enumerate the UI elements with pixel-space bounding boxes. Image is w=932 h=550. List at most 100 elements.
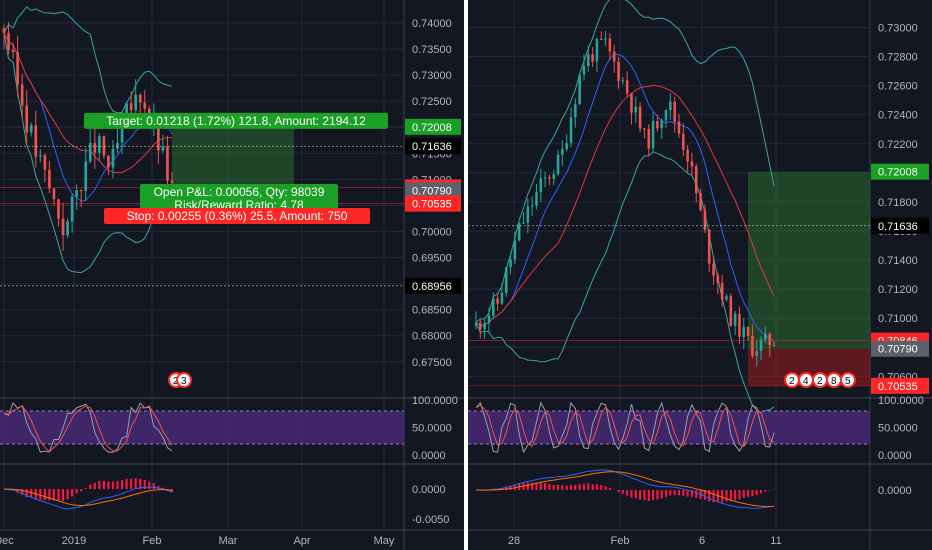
candle-body[interactable] <box>496 298 499 304</box>
candle-body[interactable] <box>591 54 594 62</box>
candle-body[interactable] <box>66 221 69 236</box>
candle-body[interactable] <box>79 190 83 192</box>
candle-body[interactable] <box>673 101 676 122</box>
target-zone[interactable] <box>748 171 870 349</box>
candle-body[interactable] <box>474 322 478 326</box>
candle-body[interactable] <box>513 240 517 260</box>
candle-body[interactable] <box>552 174 556 179</box>
candle-body[interactable] <box>768 333 771 346</box>
candle-body[interactable] <box>84 161 88 191</box>
candle-body[interactable] <box>483 322 486 330</box>
candle-body[interactable] <box>517 222 521 241</box>
candle-body[interactable] <box>643 128 646 130</box>
candle-body[interactable] <box>111 148 115 168</box>
candle-body[interactable] <box>647 128 651 149</box>
candle-body[interactable] <box>759 339 763 352</box>
candle-body[interactable] <box>129 103 133 111</box>
candle-body[interactable] <box>621 80 625 82</box>
candle-body[interactable] <box>134 94 138 111</box>
candle-body[interactable] <box>2 28 6 34</box>
candle-body[interactable] <box>699 193 702 211</box>
candle-body[interactable] <box>755 351 759 357</box>
candle-body[interactable] <box>617 61 620 81</box>
candle-body[interactable] <box>530 205 534 207</box>
candle-body[interactable] <box>57 199 60 219</box>
candle-body[interactable] <box>712 263 715 276</box>
candle-body[interactable] <box>107 155 110 168</box>
candle-body[interactable] <box>608 38 612 52</box>
candle-body[interactable] <box>61 218 65 236</box>
candle-body[interactable] <box>694 166 698 194</box>
candle-body[interactable] <box>43 155 47 170</box>
candle-body[interactable] <box>535 192 538 206</box>
candle-body[interactable] <box>7 33 10 51</box>
candle-body[interactable] <box>703 210 707 230</box>
right-chart-panel[interactable]: 0.73000 0.72800 0.72600 0.72400 0.72200 0.720… <box>468 0 932 550</box>
target-zone[interactable] <box>172 126 294 191</box>
candle-body[interactable] <box>751 336 754 357</box>
candle-body[interactable] <box>161 146 165 151</box>
candle-body[interactable] <box>612 51 616 62</box>
candle-body[interactable] <box>116 142 119 149</box>
candle-body[interactable] <box>630 93 633 113</box>
candle-body[interactable] <box>725 296 728 300</box>
candle-body[interactable] <box>716 275 720 284</box>
candle-body[interactable] <box>543 177 547 179</box>
open-pnl-bg[interactable] <box>140 184 338 214</box>
candle-body[interactable] <box>70 196 74 222</box>
candle-body[interactable] <box>170 180 174 183</box>
candle-body[interactable] <box>526 206 530 223</box>
candle-body[interactable] <box>487 315 491 323</box>
candle-body[interactable] <box>604 38 607 40</box>
stop-label-bg[interactable] <box>104 208 370 224</box>
candle-body[interactable] <box>651 121 655 149</box>
candle-body[interactable] <box>491 298 495 316</box>
candle-body[interactable] <box>569 117 573 144</box>
candle-body[interactable] <box>746 326 750 337</box>
candle-body[interactable] <box>504 267 508 293</box>
candle-body[interactable] <box>772 345 776 347</box>
candle-body[interactable] <box>656 121 659 129</box>
candle-body[interactable] <box>11 50 15 53</box>
candle-body[interactable] <box>578 74 581 105</box>
candle-body[interactable] <box>638 106 642 129</box>
candle-body[interactable] <box>733 313 737 326</box>
economic-event-icon[interactable] <box>176 372 192 388</box>
panel-divider[interactable] <box>464 0 468 550</box>
candle-body[interactable] <box>548 177 551 179</box>
candle-body[interactable] <box>764 333 767 340</box>
candle-body[interactable] <box>143 102 147 109</box>
candle-body[interactable] <box>720 283 724 300</box>
candle-body[interactable] <box>16 52 19 85</box>
candle-body[interactable] <box>52 188 56 200</box>
candle-body[interactable] <box>479 322 482 330</box>
candle-body[interactable] <box>690 161 694 167</box>
candle-body[interactable] <box>88 143 92 162</box>
candle-body[interactable] <box>634 106 638 113</box>
candle-body[interactable] <box>669 101 672 111</box>
candle-body[interactable] <box>587 54 590 67</box>
candle-body[interactable] <box>138 94 142 103</box>
candle-body[interactable] <box>556 154 560 175</box>
candle-body[interactable] <box>625 80 629 94</box>
candle-body[interactable] <box>93 143 97 153</box>
candle-body[interactable] <box>682 133 685 150</box>
target-label-bg[interactable] <box>84 112 388 129</box>
candle-body[interactable] <box>539 178 543 193</box>
candle-body[interactable] <box>522 222 525 224</box>
candle-body[interactable] <box>660 120 663 129</box>
candle-body[interactable] <box>20 84 24 106</box>
candle-body[interactable] <box>738 313 741 337</box>
candle-body[interactable] <box>98 136 101 153</box>
candle-body[interactable] <box>707 229 711 264</box>
candle-body[interactable] <box>595 38 599 62</box>
left-chart-panel[interactable]: 0.740000.735000.730000.725000.720000.715… <box>0 0 464 550</box>
candle-body[interactable] <box>574 104 577 118</box>
candle-body[interactable] <box>561 149 564 155</box>
candle-body[interactable] <box>509 259 512 268</box>
candle-body[interactable] <box>742 326 746 337</box>
candle-body[interactable] <box>166 146 169 181</box>
economic-event-icon[interactable] <box>840 372 856 388</box>
candle-body[interactable] <box>500 292 504 304</box>
candle-body[interactable] <box>102 136 106 156</box>
